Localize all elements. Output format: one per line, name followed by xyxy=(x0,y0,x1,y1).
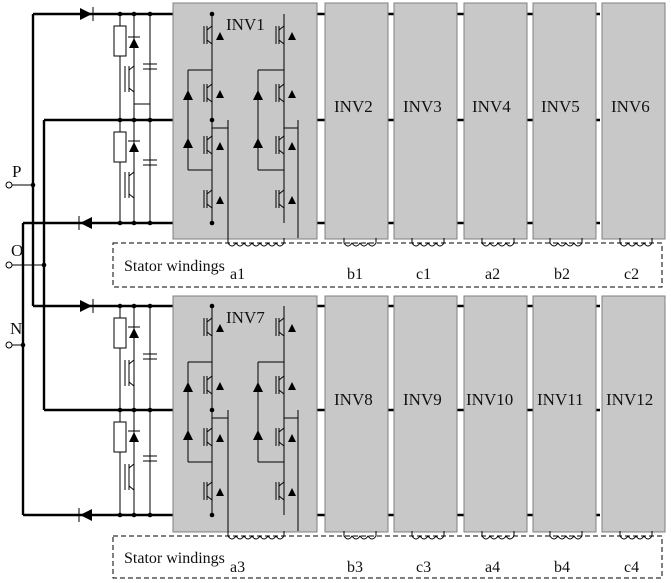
inverter-label-inv1: INV1 xyxy=(226,15,265,34)
clamp-leg-upper-1 xyxy=(113,14,157,120)
inverter-label-inv6: INV6 xyxy=(611,97,650,116)
inverter-label-inv8: INV8 xyxy=(334,390,373,409)
inverter-label-inv4: INV4 xyxy=(472,97,511,116)
inverter-inv9 xyxy=(393,295,458,533)
terminal-n-label: N xyxy=(10,319,22,338)
terminal-o: O xyxy=(5,241,23,269)
inverter-inv2 xyxy=(324,2,389,240)
winding-label-b1: b1 xyxy=(347,266,363,283)
stator-windings-label-upper: Stator windings xyxy=(124,258,225,275)
clamp-leg-lower-1 xyxy=(113,306,157,410)
inverter-inv4 xyxy=(463,2,528,240)
winding-label-c1: c1 xyxy=(416,266,431,283)
inverter-label-inv3: INV3 xyxy=(403,97,442,116)
stator-windings-frame-upper xyxy=(112,242,663,288)
clamp-leg-lower-2 xyxy=(113,410,157,515)
inv7-igbt-symbols xyxy=(203,317,285,501)
winding-coils-upper xyxy=(227,238,653,247)
inverter-label-inv11: INV11 xyxy=(537,390,584,409)
inverter-inv8 xyxy=(324,295,389,533)
stator-windings-frame-lower xyxy=(112,535,663,579)
winding-label-b4: b4 xyxy=(554,559,570,576)
inverter-label-inv9: INV9 xyxy=(403,390,442,409)
terminal-n: N xyxy=(5,319,22,349)
winding-label-c3: c3 xyxy=(416,559,431,576)
inverter-inv12 xyxy=(601,295,666,533)
terminal-p: P xyxy=(5,162,21,189)
upper-group: INV1 INV2 INV3 INV4 INV5 INV6 Stator win… xyxy=(23,2,666,288)
inverter-label-inv5: INV5 xyxy=(541,97,580,116)
lower-junctions xyxy=(117,303,215,518)
inverter-inv6 xyxy=(601,2,666,240)
winding-label-c4: c4 xyxy=(624,559,639,576)
winding-label-a3: a3 xyxy=(230,559,245,576)
clamp-leg-upper-2 xyxy=(113,120,157,223)
inverter-inv11 xyxy=(532,295,597,533)
input-diode-upper-top xyxy=(80,7,94,21)
winding-label-c2: c2 xyxy=(624,266,639,283)
inverter-inv10 xyxy=(463,295,528,533)
input-diode-upper-bottom xyxy=(78,216,92,230)
left-bus-junctions xyxy=(20,182,47,348)
inv7-diode-symbols xyxy=(183,324,296,496)
terminal-p-label: P xyxy=(12,162,21,181)
input-diode-lower-bottom xyxy=(78,508,92,522)
dc-bus-wiring xyxy=(12,14,46,515)
inv1-igbt-symbols xyxy=(203,25,285,209)
terminal-o-label: O xyxy=(11,241,23,260)
upper-junctions xyxy=(117,11,215,226)
inverter-label-inv10: INV10 xyxy=(466,390,513,409)
inverter-label-inv2: INV2 xyxy=(334,97,373,116)
winding-label-a1: a1 xyxy=(230,266,245,283)
stator-windings-label-lower: Stator windings xyxy=(124,550,225,567)
winding-coils-lower xyxy=(227,531,653,540)
winding-label-b2: b2 xyxy=(554,266,570,283)
inverter-inv3 xyxy=(393,2,458,240)
inverter-label-inv7: INV7 xyxy=(226,308,265,327)
inverter-label-inv12: INV12 xyxy=(606,390,653,409)
winding-label-a4: a4 xyxy=(485,559,500,576)
input-diode-lower-top xyxy=(80,299,94,313)
winding-label-b3: b3 xyxy=(347,559,363,576)
lower-group: INV7 INV8 INV9 INV10 INV11 INV12 Stator … xyxy=(23,295,666,579)
inverter-inv5 xyxy=(532,2,597,240)
winding-label-a2: a2 xyxy=(485,266,500,283)
inv1-diode-symbols xyxy=(183,32,296,204)
